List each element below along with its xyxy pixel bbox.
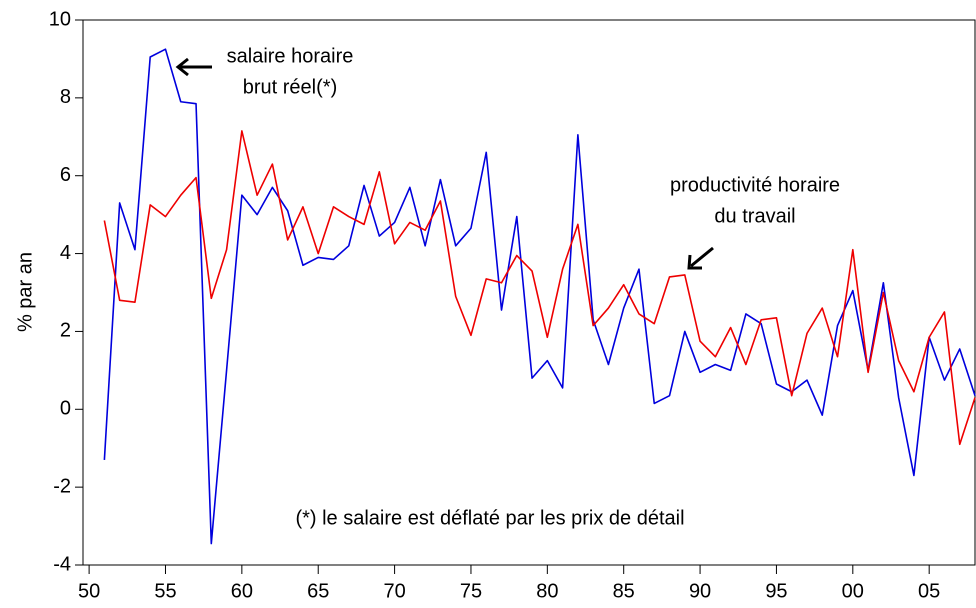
x-tick-label: 05: [918, 580, 940, 602]
annotation: salaire horaire: [227, 45, 354, 67]
annotation: brut réel(*): [243, 76, 337, 98]
x-tick-label: 00: [842, 580, 864, 602]
y-axis-label: % par an: [14, 252, 36, 332]
x-tick-label: 85: [613, 580, 635, 602]
annotation: productivité horaire: [670, 174, 840, 196]
x-tick-label: 70: [383, 580, 405, 602]
y-tick-label: 0: [60, 398, 71, 420]
x-tick-label: 90: [689, 580, 711, 602]
x-tick-label: 65: [307, 580, 329, 602]
y-tick-label: -4: [53, 553, 71, 575]
series-line: [103, 48, 976, 545]
x-tick-label: 55: [154, 580, 176, 602]
annotation: (*) le salaire est déflaté par les prix …: [295, 507, 684, 529]
x-tick-label: 50: [78, 580, 100, 602]
series-line: [103, 130, 976, 446]
y-tick-label: 6: [60, 164, 71, 186]
y-tick-label: 4: [60, 242, 71, 264]
y-tick-label: 2: [60, 320, 71, 342]
y-tick-label: 10: [49, 8, 71, 30]
x-tick-label: 95: [765, 580, 787, 602]
annotation: du travail: [714, 205, 795, 227]
x-tick-label: 75: [460, 580, 482, 602]
x-tick-label: 80: [536, 580, 558, 602]
y-tick-label: 8: [60, 86, 71, 108]
x-tick-label: 60: [231, 580, 253, 602]
arrow: [175, 57, 714, 270]
y-tick-label: -2: [53, 475, 71, 497]
plot-frame: [82, 19, 976, 566]
